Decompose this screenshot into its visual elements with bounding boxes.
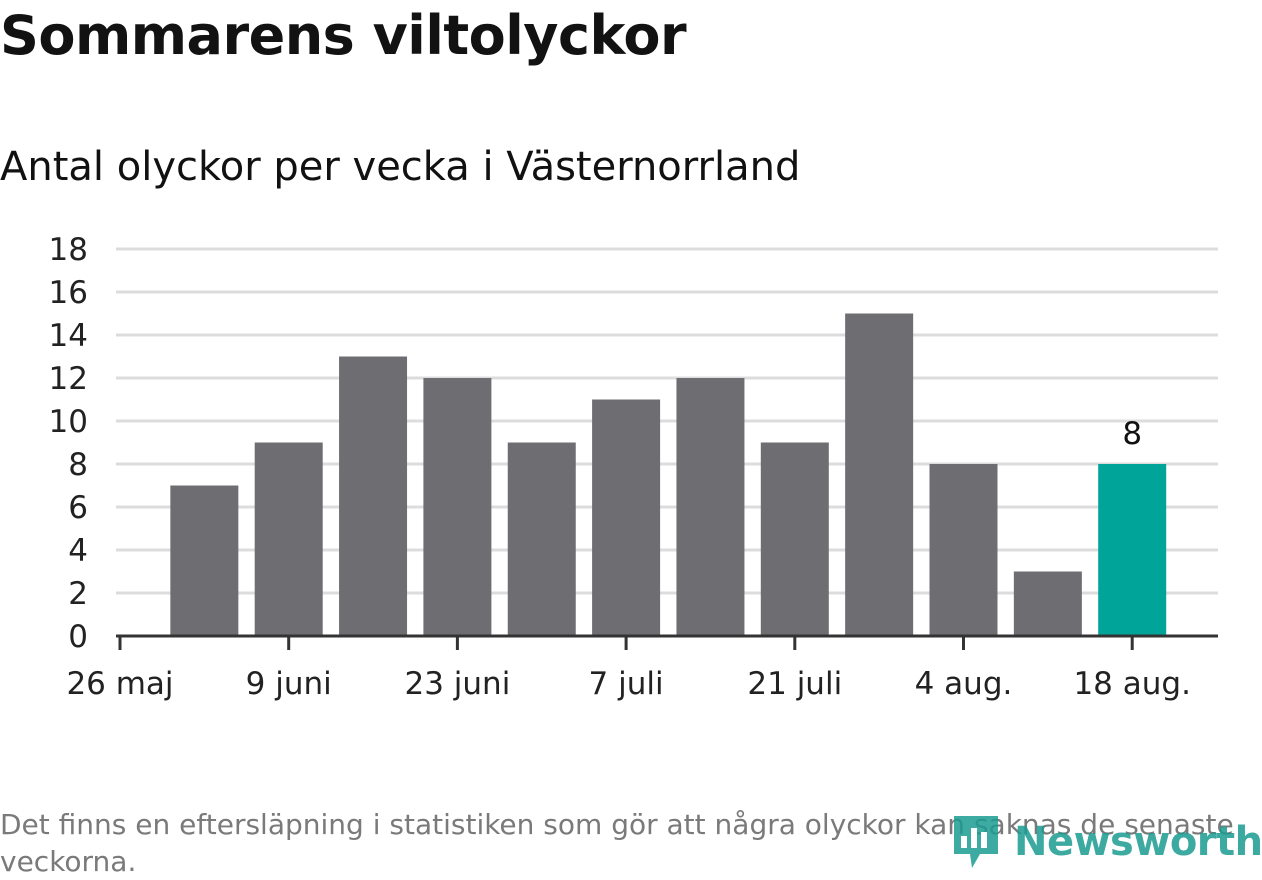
bar-highlight xyxy=(1098,464,1167,636)
bar xyxy=(760,442,829,636)
footnote: Det finns en eftersläpning i statistiken… xyxy=(0,808,1234,878)
bar xyxy=(170,485,239,636)
y-tick-label: 6 xyxy=(68,490,88,526)
bar xyxy=(254,442,323,636)
bar xyxy=(592,399,661,636)
x-tick-label: 9 juni xyxy=(246,666,332,702)
x-tick-label: 18 aug. xyxy=(1073,666,1190,702)
bar xyxy=(423,378,492,636)
tick-labels: 0 2 4 6 8 10 12 14 16 18 8 26 maj 9 juni 23 juni 7 jul… xyxy=(49,232,1191,702)
bar xyxy=(929,464,998,636)
bar xyxy=(676,378,745,636)
x-tick-label: 21 juli xyxy=(747,666,842,702)
bar xyxy=(339,356,408,636)
y-tick-label: 0 xyxy=(68,619,88,655)
x-tick-label: 23 juni xyxy=(404,666,510,702)
y-tick-label: 14 xyxy=(49,318,88,354)
brand-name: Newsworthy xyxy=(1014,819,1262,865)
brand-logo[interactable]: Newsworthy xyxy=(950,812,1262,872)
y-tick-label: 16 xyxy=(49,275,88,311)
chart-title: Sommarens viltolyckor xyxy=(0,4,687,67)
y-tick-label: 10 xyxy=(49,404,88,440)
x-tick-label: 26 maj xyxy=(66,666,173,702)
chart-subtitle: Antal olyckor per vecka i Västernorrland xyxy=(0,144,801,190)
y-tick-label: 2 xyxy=(68,576,88,612)
bar xyxy=(845,313,914,636)
bar xyxy=(507,442,576,636)
gridlines xyxy=(116,247,1218,595)
x-axis xyxy=(116,634,1218,650)
bars xyxy=(170,313,1167,636)
x-tick-label: 4 aug. xyxy=(915,666,1013,702)
y-tick-label: 8 xyxy=(68,447,88,483)
y-tick-label: 18 xyxy=(49,232,88,268)
y-tick-label: 12 xyxy=(49,361,88,397)
x-tick-label: 7 juli xyxy=(589,666,664,702)
bar-value-label: 8 xyxy=(1122,416,1142,452)
y-tick-label: 4 xyxy=(68,533,88,569)
newsworthy-logo-icon xyxy=(954,816,998,868)
bar xyxy=(1013,571,1082,636)
